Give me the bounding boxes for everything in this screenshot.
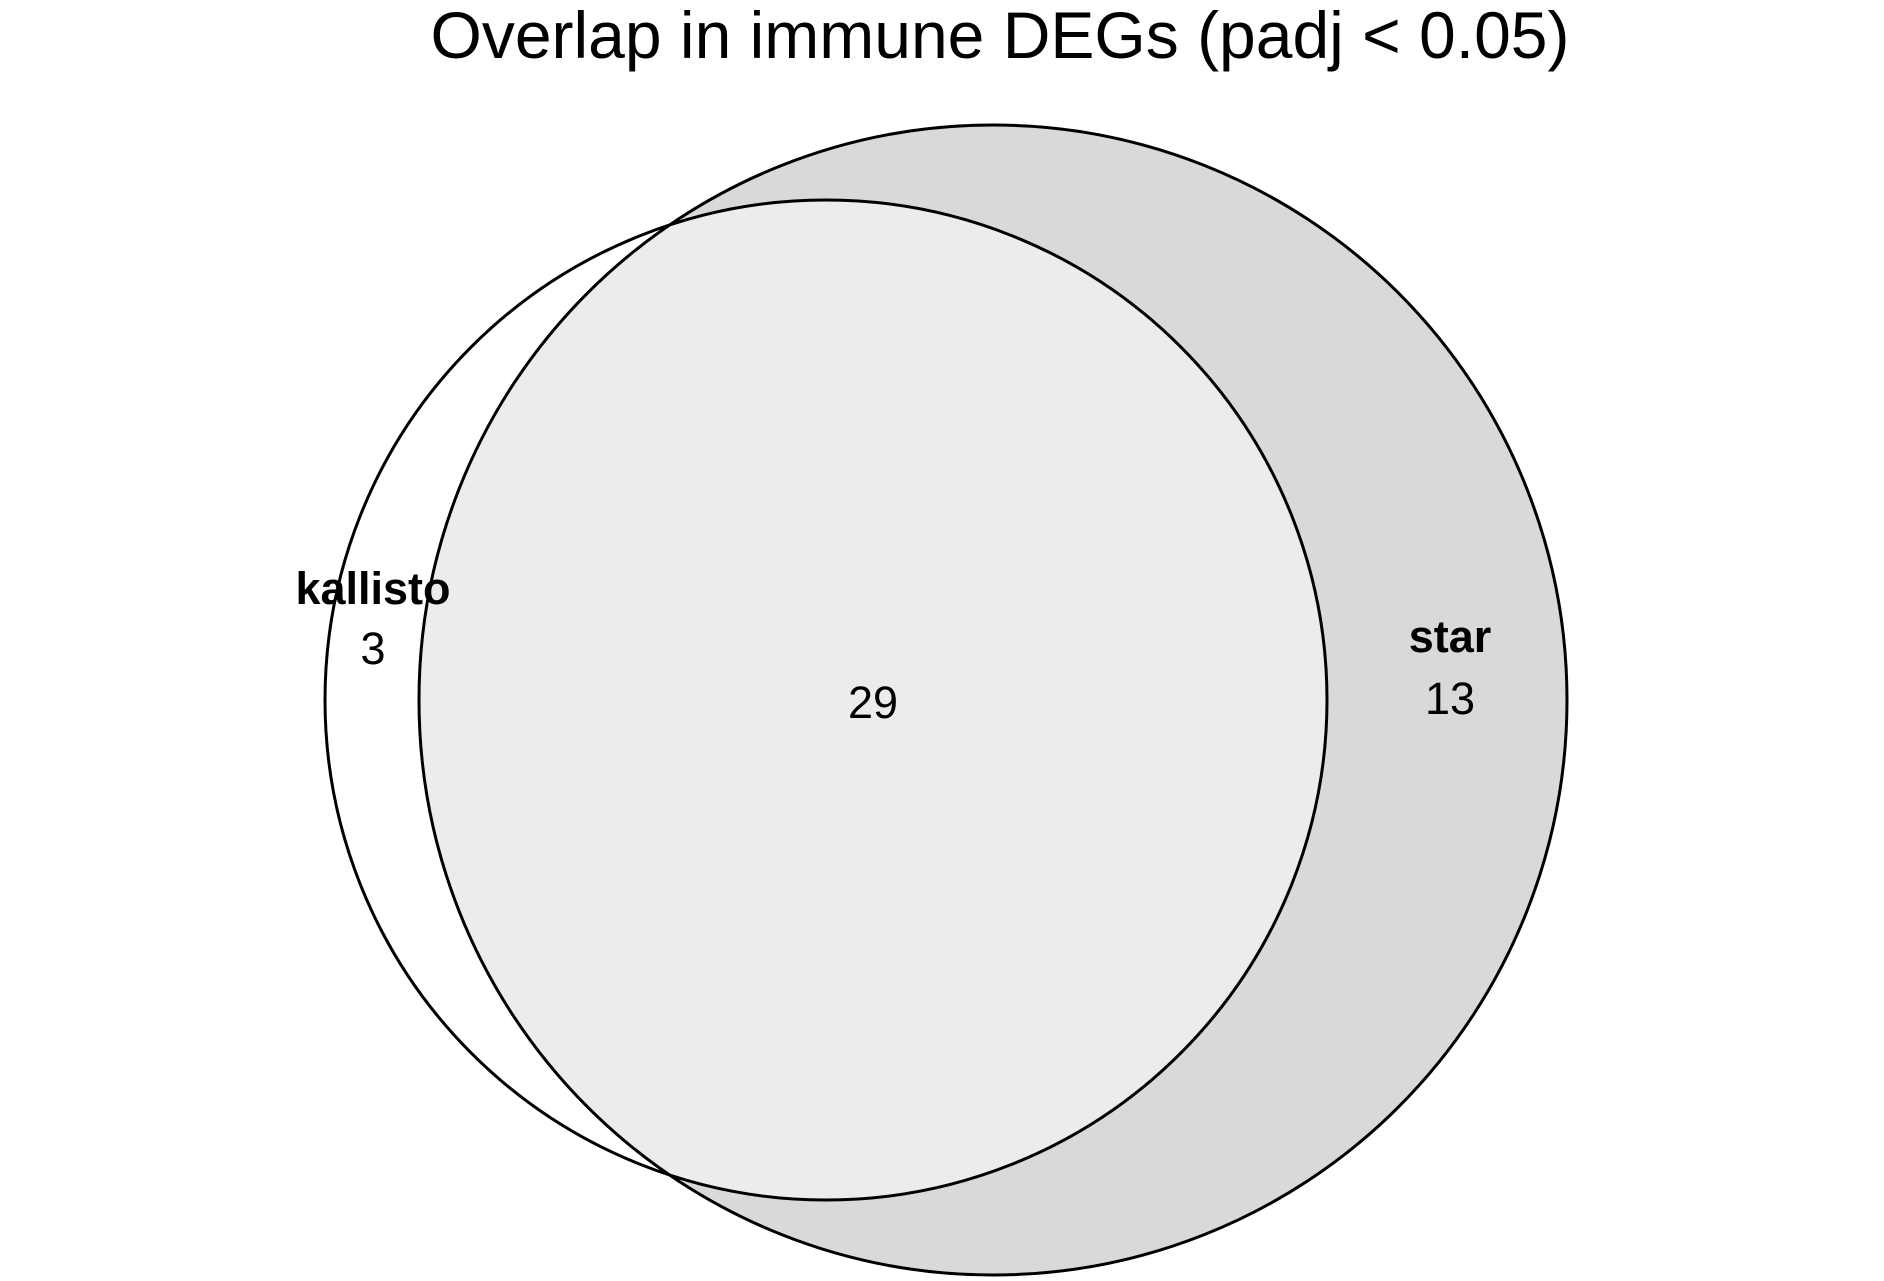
- star-set-label: star: [1409, 611, 1492, 662]
- intersection-count: 29: [848, 677, 898, 728]
- kallisto-set-label: kallisto: [295, 563, 450, 614]
- kallisto-set-outline: [323, 198, 1329, 1202]
- star-set-outline: [417, 123, 1569, 1277]
- star-only-count: 13: [1425, 673, 1475, 724]
- kallisto-only-count: 3: [360, 623, 385, 674]
- diagram-title: Overlap in immune DEGs (padj < 0.05): [431, 0, 1570, 72]
